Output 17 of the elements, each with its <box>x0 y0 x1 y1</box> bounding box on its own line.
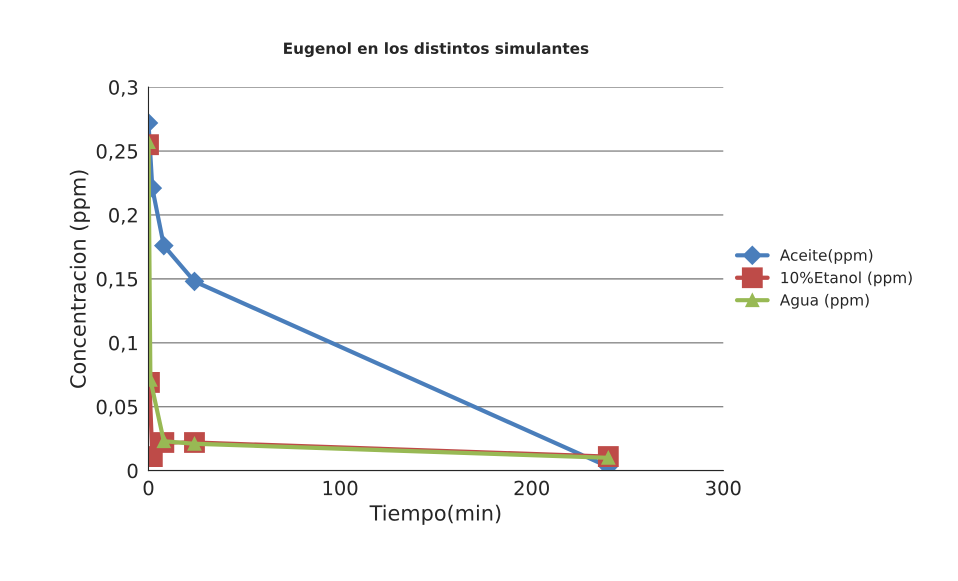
y-axis-title: Concentracion (ppm) <box>70 170 90 388</box>
x-axis-title: Tiempo(min) <box>370 504 500 525</box>
y-tick-label: 0,25 <box>96 144 138 161</box>
x-tick-label: 0 <box>144 480 154 496</box>
x-tick-label: 300 <box>706 480 741 496</box>
x-tick-label: 200 <box>514 480 549 496</box>
legend-label: Aceite(ppm) <box>780 249 872 264</box>
legend-label: Agua (ppm) <box>780 294 869 309</box>
chart-title: Eugenol en los distintos simulantes <box>284 42 588 58</box>
y-tick-label: 0,15 <box>96 272 138 289</box>
x-tick-label: 100 <box>324 480 358 496</box>
y-tick-label: 0,1 <box>109 336 137 352</box>
y-tick-label: 0,2 <box>109 208 137 225</box>
y-tick-label: 0 <box>128 464 138 478</box>
y-tick-label: 0,05 <box>96 400 138 416</box>
y-tick-label: 0,3 <box>109 80 138 97</box>
legend-label: 10%Etanol (ppm) <box>781 271 912 286</box>
